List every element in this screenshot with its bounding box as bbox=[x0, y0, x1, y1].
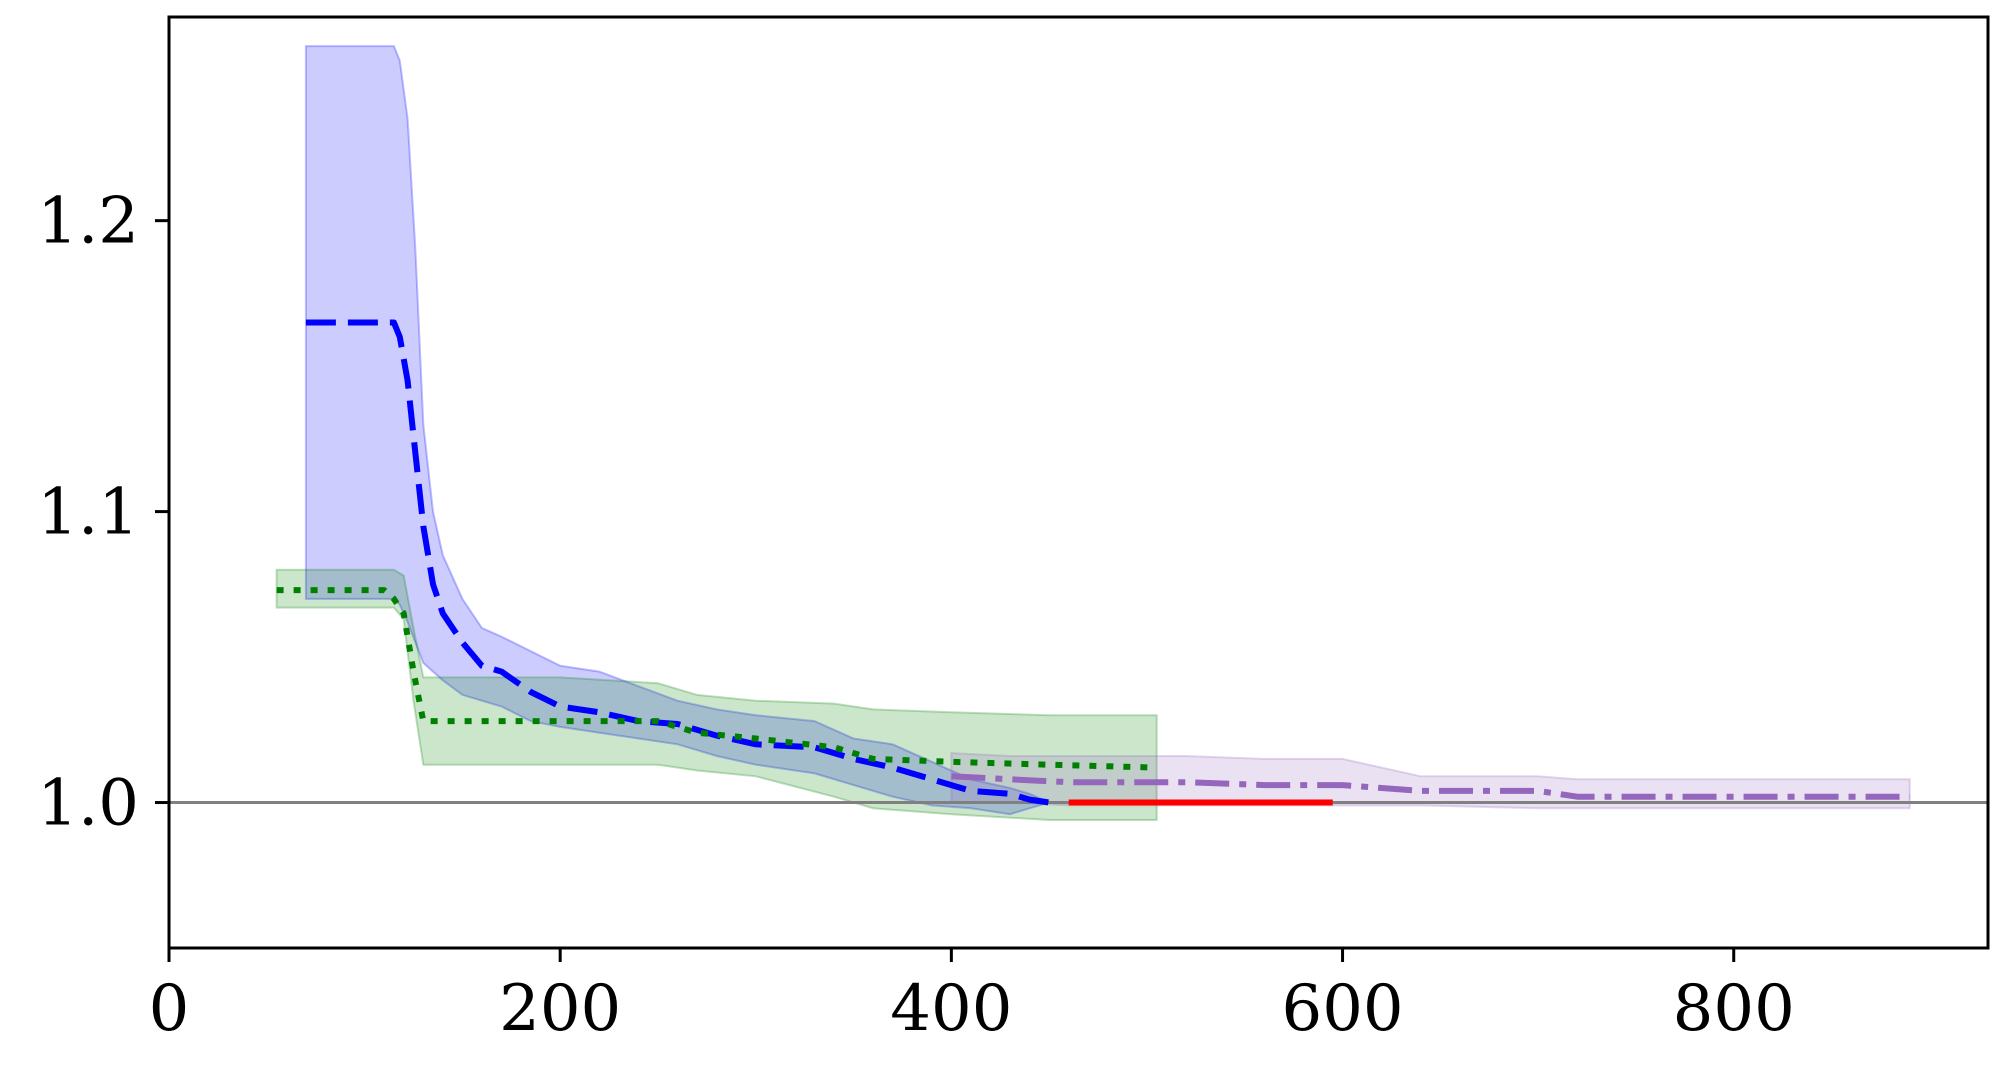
series-1-line bbox=[276, 587, 1157, 771]
y-tick-label: 1.1 bbox=[37, 476, 139, 550]
y-tick-label: 1.0 bbox=[37, 767, 139, 841]
x-tick-label: 0 bbox=[149, 972, 190, 1046]
x-tick-label: 800 bbox=[1673, 972, 1795, 1046]
plot-frame bbox=[167, 15, 1990, 950]
series-lines bbox=[276, 319, 1910, 806]
x-tick-label: 400 bbox=[890, 972, 1012, 1046]
confidence-bands bbox=[275, 45, 1911, 821]
series-0-line bbox=[305, 319, 1050, 806]
x-tick-label: 200 bbox=[499, 972, 621, 1046]
y-tick-label: 1.2 bbox=[37, 185, 139, 259]
series-0-band bbox=[304, 45, 1053, 816]
y-axis-ticks: 1.0 1.1 1.2 bbox=[37, 185, 169, 841]
series-2-line bbox=[951, 773, 1910, 800]
series-1-band bbox=[275, 568, 1158, 821]
x-axis-ticks: 0 200 400 600 800 bbox=[149, 948, 1795, 1046]
x-tick-label: 600 bbox=[1281, 972, 1403, 1046]
